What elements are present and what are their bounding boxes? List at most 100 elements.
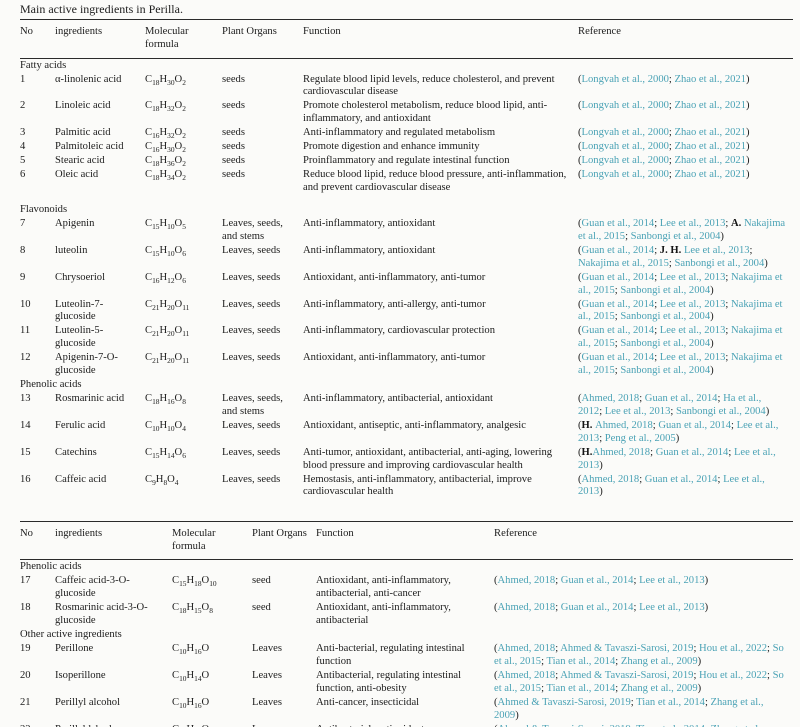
citation-link[interactable]: Sanbongi et al., 2004	[630, 231, 721, 243]
citation-link[interactable]: Guan et al., 2014	[581, 352, 655, 364]
citation-link[interactable]: So et al., 2015	[494, 643, 784, 668]
ingredient-cell: Luteolin-7-glucoside	[55, 298, 104, 323]
citation-link[interactable]: Zhao et al., 2021	[674, 141, 747, 153]
citation-link[interactable]: Zhao et al., 2021	[674, 100, 747, 112]
organs-cell: seeds	[222, 169, 245, 181]
citation-link[interactable]: Sanbongi et al., 2004	[675, 406, 766, 418]
citation-link[interactable]: Sanbongi et al., 2004	[620, 284, 711, 296]
citation-link[interactable]: Lee et al., 2013	[639, 575, 705, 587]
citation-link[interactable]: Zhang et al., 2009	[494, 696, 764, 721]
section-label: Phenolic acids	[20, 379, 82, 391]
function-cell: Anti-inflammatory, antibacterial, antiox…	[303, 393, 493, 405]
citation-link[interactable]: Lee et al., 2013	[639, 602, 705, 614]
ingredient-cell: Oleic acid	[55, 169, 99, 181]
citation-link[interactable]: Longvah et al., 2000	[581, 169, 669, 181]
citation-link[interactable]: Guan et al., 2014	[644, 393, 718, 405]
citation-link[interactable]: Lee et al., 2013	[659, 271, 726, 283]
citation-link[interactable]: Ahmed & Tavaszi-Sarosi, 2019	[497, 696, 631, 708]
no-cell: 7	[20, 218, 26, 230]
citation-link[interactable]: Guan et al., 2014	[644, 473, 718, 485]
citation-link[interactable]: Guan et al., 2014	[581, 298, 655, 310]
citation-link[interactable]: Nakajima et al., 2015	[578, 271, 783, 296]
function-cell: Anti-inflammatory, cardiovascular protec…	[303, 325, 495, 337]
citation-link[interactable]: Guan et al., 2014	[658, 420, 732, 432]
citation-link[interactable]: Ahmed, 2018	[497, 643, 556, 655]
citation-link[interactable]: Zhao et al., 2021	[674, 169, 747, 181]
citation-link[interactable]: Sanbongi et al., 2004	[620, 311, 711, 323]
citation-link[interactable]: Peng et al., 2005	[604, 432, 676, 444]
citation-link[interactable]: Zhao et al., 2021	[674, 155, 747, 167]
citation-link[interactable]: Guan et al., 2014	[581, 271, 655, 283]
citation-link[interactable]: Nakajima et al., 2015	[578, 257, 669, 269]
citation-link[interactable]: Longvah et al., 2000	[581, 155, 669, 167]
citation-link[interactable]: Guan et al., 2014	[655, 446, 729, 458]
function-cell: Reduce blood lipid, reduce blood pressur…	[303, 169, 567, 193]
citation-link[interactable]: Ahmed, 2018	[581, 473, 640, 485]
citation-link[interactable]: Longvah et al., 2000	[581, 127, 669, 139]
citation-link[interactable]: Tian et al., 2014	[636, 724, 705, 727]
citation-link[interactable]: Sanbongi et al., 2004	[620, 338, 711, 350]
formula-cell: C21H20O11	[145, 352, 190, 366]
citation-link[interactable]: Zhao et al., 2021	[674, 73, 747, 85]
citation-link[interactable]: Nakajima et al., 2015	[578, 325, 783, 350]
citation-link[interactable]: So et al., 2015	[494, 670, 784, 694]
citation-link[interactable]: Guan et al., 2014	[581, 218, 655, 230]
citation-link[interactable]: Tian et al., 2014	[546, 682, 616, 694]
reference-cell: (Guan et al., 2014; J. H. Lee et al., 20…	[578, 245, 768, 269]
formula-cell: C9H8O4	[145, 473, 179, 487]
citation-link[interactable]: Tian et al., 2014	[636, 696, 705, 708]
citation-link[interactable]: Longvah et al., 2000	[581, 73, 669, 85]
citation-link[interactable]: Nakajima et al., 2015	[578, 218, 786, 243]
citation-link[interactable]: Zhao et al., 2021	[674, 127, 747, 139]
citation-link[interactable]: Zhang et al., 2009	[620, 682, 698, 694]
citation-link[interactable]: Guan et al., 2014	[560, 575, 634, 587]
citation-link[interactable]: Ahmed, 2018	[497, 575, 556, 587]
citation-link[interactable]: Longvah et al., 2000	[581, 100, 669, 112]
citation-link[interactable]: Zhang et al., 2009	[494, 724, 764, 727]
column-header: ingredients	[55, 521, 172, 561]
citation-link[interactable]: Lee et al., 2013	[659, 352, 726, 364]
formula-cell: C15H10O6	[145, 245, 186, 259]
citation-link[interactable]: Lee et al., 2013	[659, 298, 726, 310]
section-label-row: Phenolic acids	[20, 560, 793, 575]
citation-link[interactable]: Lee et al., 2013	[578, 473, 765, 498]
citation-link[interactable]: Ahmed, 2018	[592, 446, 651, 458]
citation-link[interactable]: Lee et al., 2013	[604, 406, 671, 418]
citation-link[interactable]: Lee et al., 2013	[659, 218, 726, 230]
citation-link[interactable]: Guan et al., 2014	[560, 602, 634, 614]
citation-link[interactable]: Hou et al., 2022	[699, 643, 768, 655]
citation-link[interactable]: Ahmed, 2018	[581, 393, 640, 405]
citation-link[interactable]: Guan et al., 2014	[581, 325, 655, 337]
reference-cell: (H. Ahmed, 2018; Guan et al., 2014; Lee …	[578, 420, 779, 444]
citation-link[interactable]: Lee et al., 2013	[578, 420, 779, 444]
organs-cell: Leaves, seeds, and stems	[222, 393, 283, 418]
no-cell: 5	[20, 155, 26, 167]
reference-cell: (Guan et al., 2014; Lee et al., 2013; A.…	[578, 218, 786, 243]
citation-link[interactable]: Ahmed, 2018	[497, 602, 556, 614]
reference-cell: (Ahmed & Tavaszi-Sarosi, 2019; Tian et a…	[494, 723, 793, 727]
citation-link[interactable]: Longvah et al., 2000	[581, 141, 669, 153]
citation-link[interactable]: Hou et al., 2022	[699, 670, 768, 682]
citation-link[interactable]: Ahmed, 2018	[497, 670, 556, 682]
citation-link[interactable]: Ahmed, 2018	[595, 420, 653, 432]
citation-link[interactable]: Ahmed & Tavaszi-Sarosi, 2019	[560, 670, 694, 682]
citation-link[interactable]: Sanbongi et al., 2004	[620, 364, 711, 376]
citation-link[interactable]: Ahmed & Tavaszi-Sarosi, 2019	[498, 724, 631, 727]
table-1-header: No ingredients Molecular formula Plant Orga…	[20, 19, 793, 59]
citation-link[interactable]: Lee et al., 2013	[659, 325, 726, 337]
ingredient-cell: Rosmarinic acid	[55, 393, 125, 405]
table-1-body: Fatty acids 1 α-linolenic acid C18H30O2 seed…	[20, 58, 793, 500]
citation-link[interactable]: Nakajima et al., 2015	[578, 298, 783, 323]
citation-link[interactable]: Sanbongi et al., 2004	[674, 257, 765, 269]
citation-link[interactable]: Nakajima et al., 2015	[578, 352, 783, 376]
organs-cell: seed	[252, 575, 271, 587]
citation-link[interactable]: Guan et al., 2014	[581, 245, 655, 257]
citation-link[interactable]: Ahmed & Tavaszi-Sarosi, 2019	[560, 643, 694, 655]
citation-link[interactable]: Lee et al., 2013	[683, 245, 750, 257]
citation-link[interactable]: Zhang et al., 2009	[620, 656, 698, 668]
citation-link[interactable]: Ha et al., 2012	[578, 393, 762, 418]
citation-link[interactable]: Lee et al., 2013	[578, 446, 776, 471]
formula-cell: C16H32O2	[145, 127, 186, 141]
citation-link[interactable]: Tian et al., 2014	[546, 656, 616, 668]
organs-cell: seeds	[222, 141, 245, 153]
